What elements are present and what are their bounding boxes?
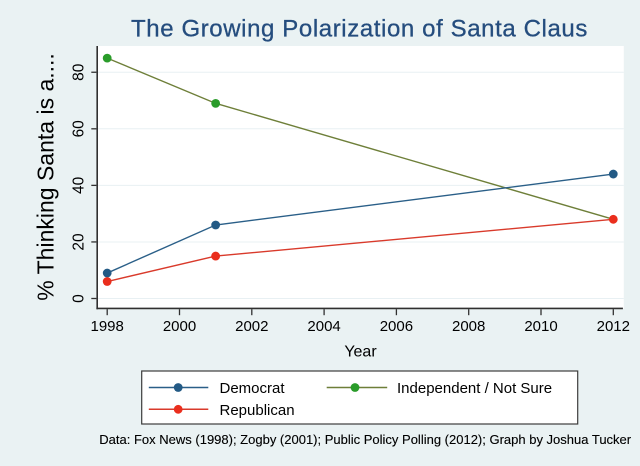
svg-text:2000: 2000	[163, 318, 196, 335]
svg-text:2004: 2004	[307, 318, 340, 335]
svg-text:% Thinking Santa is a....: % Thinking Santa is a....	[32, 53, 58, 301]
svg-text:60: 60	[71, 120, 88, 138]
svg-text:0: 0	[71, 294, 88, 303]
svg-text:The Growing Polarization of Sa: The Growing Polarization of Santa Claus	[131, 16, 588, 43]
svg-text:2008: 2008	[452, 318, 485, 335]
svg-text:Republican: Republican	[220, 402, 295, 419]
svg-text:2006: 2006	[380, 318, 413, 335]
svg-text:Independent / Not Sure: Independent / Not Sure	[397, 380, 552, 397]
svg-text:1998: 1998	[91, 318, 124, 335]
svg-text:20: 20	[71, 233, 88, 251]
svg-text:80: 80	[71, 63, 88, 81]
svg-text:2010: 2010	[524, 318, 557, 335]
svg-text:40: 40	[71, 176, 88, 194]
svg-text:2002: 2002	[235, 318, 268, 335]
svg-text:Democrat: Democrat	[220, 380, 286, 397]
svg-text:Year: Year	[344, 344, 377, 361]
svg-text:2012: 2012	[597, 318, 630, 335]
svg-text:Data: Fox News (1998); Zogby (: Data: Fox News (1998); Zogby (2001); Pub…	[99, 432, 631, 447]
